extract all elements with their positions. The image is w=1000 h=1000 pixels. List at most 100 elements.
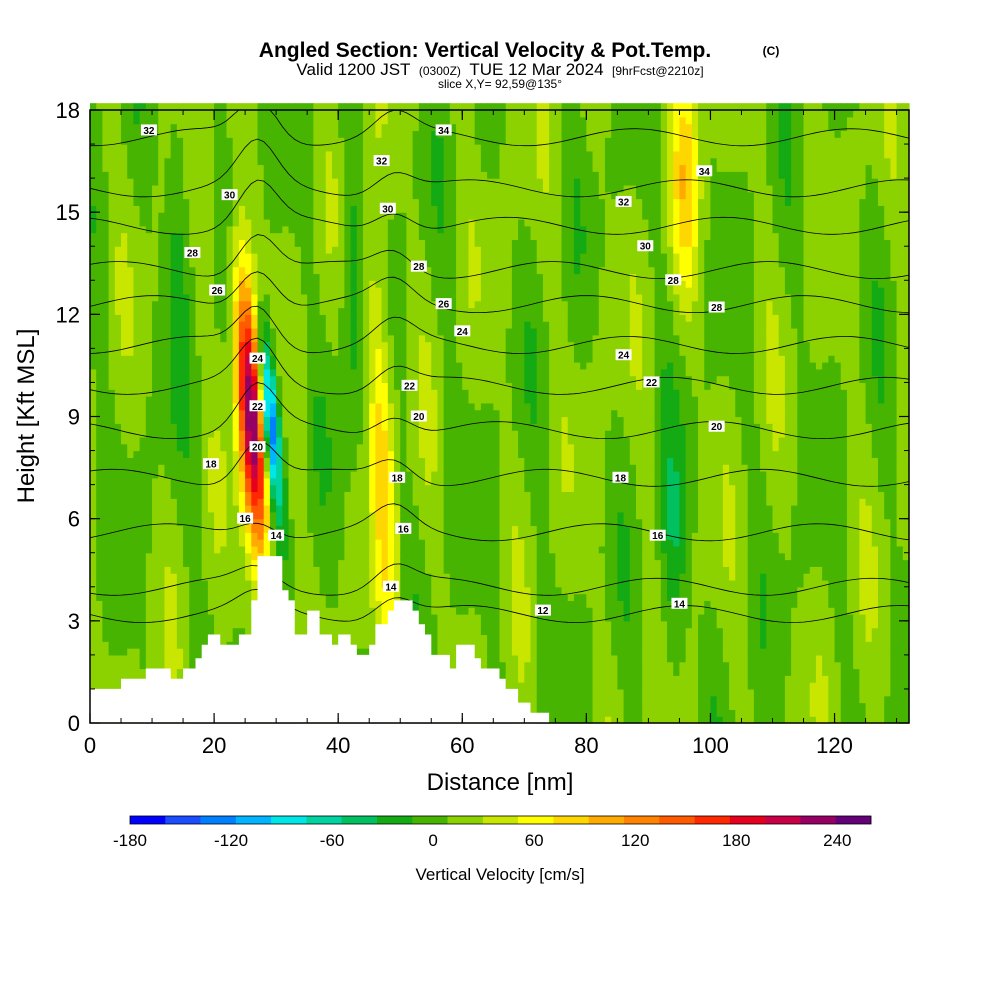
velocity-cell: [195, 198, 203, 206]
velocity-cell: [276, 218, 283, 227]
velocity-cell: [245, 436, 252, 445]
velocity-cell: [108, 130, 116, 138]
velocity-cell: [226, 566, 234, 574]
velocity-cell: [189, 110, 197, 118]
velocity-cell: [356, 253, 364, 261]
velocity-cell: [313, 232, 321, 241]
velocity-cell: [201, 212, 209, 220]
velocity-cell: [387, 511, 395, 520]
velocity-cell: [269, 273, 277, 281]
velocity-cell: [238, 443, 246, 452]
velocity-cell: [108, 368, 116, 377]
velocity-cell: [412, 287, 420, 295]
velocity-cell: [145, 103, 153, 111]
velocity-cell: [195, 552, 203, 561]
velocity-cell: [220, 110, 228, 118]
velocity-cell: [300, 341, 308, 349]
velocity-cell: [170, 477, 178, 486]
velocity-cell: [114, 552, 122, 561]
velocity-cell: [344, 491, 352, 499]
velocity-cell: [195, 566, 203, 574]
velocity-cell: [369, 559, 376, 567]
velocity-cell: [381, 484, 389, 493]
velocity-cell: [152, 654, 159, 663]
velocity-cell: [338, 443, 345, 452]
velocity-cell: [425, 627, 432, 636]
velocity-cell: [282, 396, 290, 404]
velocity-cell: [232, 443, 240, 452]
velocity-cell: [369, 362, 376, 370]
velocity-cell: [425, 450, 432, 458]
velocity-cell: [251, 239, 259, 247]
velocity-cell: [319, 491, 327, 499]
velocity-cell: [183, 103, 190, 111]
velocity-cell: [263, 123, 271, 132]
velocity-cell: [164, 253, 172, 261]
velocity-cell: [400, 321, 408, 329]
velocity-cell: [276, 266, 283, 275]
velocity-cell: [220, 579, 228, 588]
velocity-cell: [369, 402, 376, 411]
velocity-cell: [90, 171, 97, 179]
velocity-cell: [164, 552, 172, 561]
velocity-cell: [300, 103, 308, 111]
velocity-cell: [276, 205, 283, 213]
velocity-cell: [90, 668, 97, 676]
velocity-cell: [158, 307, 166, 315]
velocity-cell: [114, 430, 122, 438]
velocity-cell: [189, 341, 197, 349]
velocity-cell: [139, 137, 147, 145]
velocity-cell: [114, 178, 122, 186]
velocity-cell: [319, 280, 327, 288]
velocity-cell: [90, 566, 97, 574]
velocity-cell: [325, 355, 333, 363]
velocity-cell: [338, 396, 345, 404]
velocity-cell: [300, 164, 308, 172]
velocity-cell: [214, 150, 221, 159]
velocity-cell: [108, 511, 116, 520]
velocity-cell: [418, 532, 426, 540]
velocity-cell: [238, 552, 246, 561]
velocity-cell: [369, 375, 376, 384]
velocity-cell: [158, 457, 166, 465]
velocity-cell: [245, 607, 252, 615]
velocity-cell: [263, 498, 271, 506]
velocity-cell: [108, 464, 116, 472]
velocity-cell: [338, 545, 345, 554]
velocity-cell: [325, 620, 333, 629]
velocity-cell: [127, 443, 135, 452]
velocity-cell: [108, 362, 116, 370]
velocity-cell: [214, 116, 221, 125]
velocity-cell: [238, 103, 246, 111]
velocity-cell: [176, 402, 184, 411]
velocity-cell: [114, 436, 122, 445]
velocity-cell: [425, 348, 432, 356]
velocity-cell: [269, 477, 277, 486]
velocity-cell: [412, 157, 420, 166]
velocity-cell: [338, 232, 345, 241]
velocity-cell: [406, 198, 414, 206]
velocity-cell: [108, 293, 116, 302]
velocity-cell: [127, 450, 135, 458]
velocity-cell: [189, 314, 197, 322]
velocity-cell: [425, 314, 432, 322]
velocity-cell: [170, 450, 178, 458]
velocity-cell: [251, 123, 259, 132]
velocity-cell: [114, 396, 122, 404]
velocity-cell: [344, 600, 352, 608]
velocity-cell: [350, 184, 358, 193]
velocity-cell: [276, 389, 283, 397]
velocity-cell: [325, 287, 333, 295]
velocity-cell: [245, 620, 252, 629]
velocity-cell: [245, 116, 252, 125]
velocity-cell: [257, 171, 265, 179]
velocity-cell: [307, 450, 314, 458]
velocity-cell: [319, 300, 327, 309]
velocity-cell: [220, 545, 228, 554]
velocity-cell: [313, 443, 321, 452]
velocity-cell: [350, 498, 358, 506]
velocity-cell: [164, 443, 172, 452]
velocity-cell: [96, 620, 103, 629]
velocity-cell: [207, 198, 215, 206]
velocity-cell: [133, 178, 141, 186]
